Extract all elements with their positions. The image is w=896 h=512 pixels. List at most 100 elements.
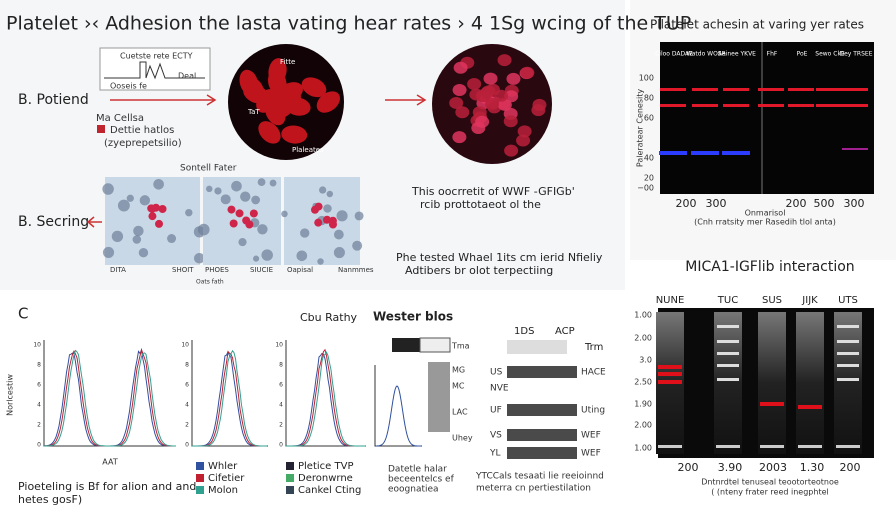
legend-item: Molon [208,485,238,496]
caption: ( (nteny frater reed inegphtel [711,488,828,497]
trace [375,385,422,447]
cell [102,246,115,259]
blot [507,429,577,441]
micrograph-label: Fitte [280,58,295,66]
row-label: UF [490,406,502,416]
band [837,325,859,328]
cell [314,218,323,227]
band [798,445,822,448]
microscopy-panel [105,177,200,265]
caption: eoognatiea [388,485,439,495]
lane [834,312,862,454]
cell [148,212,157,221]
cell [132,235,142,244]
trace-label: Ooseis fe [110,82,147,91]
figure-title: Platelet ›‹ Adhesion the lasta vating he… [6,13,691,35]
cell [452,131,467,144]
cell [167,234,177,244]
cell [126,194,134,202]
y-tick-label: 8 [37,362,41,369]
band [758,104,784,107]
panel-label: DITA [110,266,126,274]
y-tick-label: 2.00 [634,334,652,343]
blot-label: Uhey [452,434,473,443]
row-label: WEF [581,449,601,459]
legend-swatch [286,474,294,482]
band [760,402,784,406]
row-label: WEF [581,431,601,441]
subtitle: Sontell Fater [180,164,237,174]
cell [517,125,532,138]
trace [286,351,366,447]
y-tick-label: −00 [637,184,654,193]
band [816,104,842,107]
micrograph-label: TaT [247,108,260,116]
caption: rcib prottotaeot ol the [420,198,541,211]
y-tick-label: 4 [37,402,41,409]
cell [147,204,156,213]
row-label: HACE [581,368,606,378]
axes [374,365,422,447]
cell [317,258,324,265]
label: B. Secring [18,214,89,230]
y-tick-label: 80 [644,94,654,103]
trace [192,349,267,447]
cell [333,246,345,259]
cell [504,144,519,157]
cell [497,54,512,67]
band [658,372,682,376]
cell [300,228,310,238]
band [691,151,719,155]
legend-swatch [97,125,105,133]
x-tick-label: 200 [840,461,861,474]
panel-label: SHOIT [172,266,194,274]
cell [475,115,490,128]
legend-item: Deronwrne [298,473,353,484]
cell [531,104,546,117]
lane-header: Dey TRSEE [840,51,873,58]
band [837,352,859,355]
cell [256,89,278,113]
lane [714,312,742,454]
cell [328,216,337,225]
band [717,378,739,381]
arrow [385,94,427,106]
caption: This oocrretit of WWF -GFIGb' [411,185,575,198]
y-tick-label: 60 [644,114,654,123]
cell [245,220,254,229]
blot [419,337,451,353]
y-tick-label: 2 [185,422,189,429]
cell [281,125,308,144]
panel-label: SIUCIE [250,266,273,274]
cell [449,96,464,109]
cell [111,230,124,243]
blot [507,447,577,459]
y-tick-label: 8 [185,362,189,369]
band [837,340,859,343]
gel-title: MICA1-IGFlib interaction [685,259,854,275]
cell [480,86,495,99]
blot-label: LAC [452,408,468,417]
caption: Phe tested Whael 1its cm ierid Nfieliy [396,251,603,264]
y-tick-label: 2 [37,422,41,429]
cell [158,204,167,213]
lane-header: SUS [762,295,782,306]
legend-swatch [196,462,204,470]
y-tick-label: 0 [185,442,189,449]
y-axis-label: Paleratear Cenesity [636,89,645,168]
panel-label: Oapisal [287,266,313,274]
lane-header: PoE [797,51,808,58]
band [658,365,682,369]
cell [452,83,467,96]
y-tick-label: 6 [279,382,283,389]
x-tick-label: 2003 [759,461,787,474]
blot [428,362,450,432]
legend-item: Cankel Cting [298,485,361,496]
trace [44,349,176,447]
legend-swatch [286,462,294,470]
trace-label: Deal [178,72,196,81]
cell [503,115,518,128]
caption: beceentelcs ef [388,475,455,485]
cell [227,205,236,214]
lane [758,312,786,454]
